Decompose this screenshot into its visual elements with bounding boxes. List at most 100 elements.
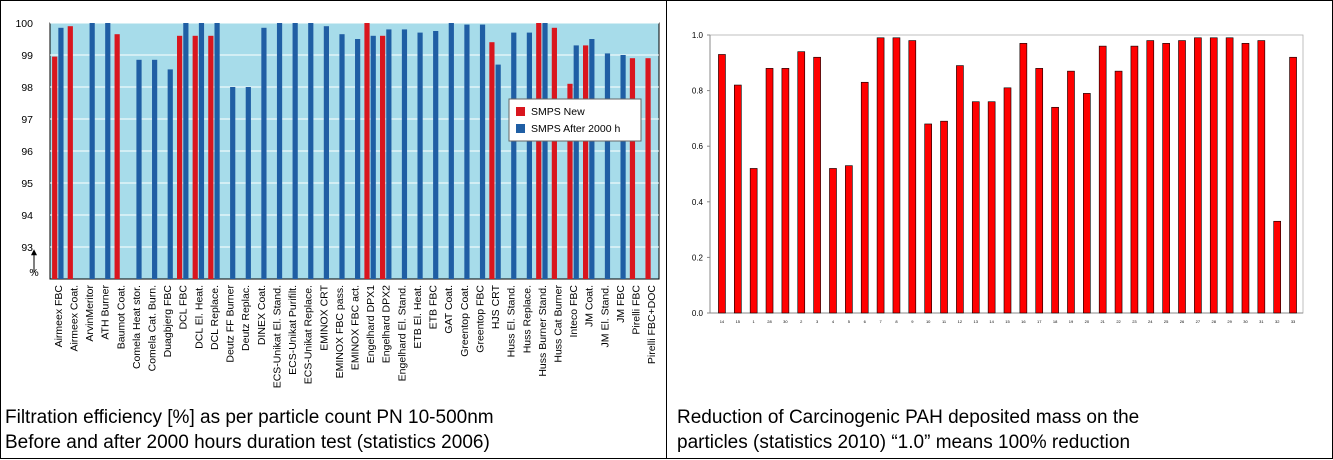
x-tick-label: Engelhard DPX2 <box>381 285 393 363</box>
bar <box>192 35 198 279</box>
x-tick-label: 30 <box>783 319 788 324</box>
bar <box>136 59 142 279</box>
bar <box>433 31 439 279</box>
bar <box>214 23 220 279</box>
y-tick-label: 0.4 <box>692 198 704 207</box>
x-tick-label: Inteco FBC <box>568 285 580 338</box>
bar <box>276 23 283 279</box>
x-tick-label: HJS CRT <box>490 284 502 329</box>
bar <box>177 35 183 279</box>
x-tick-label: 6 <box>864 319 867 324</box>
bar <box>152 59 158 279</box>
x-tick-label: JM El. Stand. <box>599 285 611 347</box>
x-tick-label: DCL Replace. <box>209 285 221 350</box>
x-tick-label: Huss Cat Burner <box>553 285 565 363</box>
bar <box>567 83 573 279</box>
bar <box>495 64 501 279</box>
bar <box>718 54 726 314</box>
bar <box>797 51 806 314</box>
bar <box>620 55 626 279</box>
bar <box>924 123 932 314</box>
x-tick-label: 22 <box>1116 319 1121 324</box>
x-tick-label: 23 <box>1132 319 1137 324</box>
bar <box>526 32 532 279</box>
x-tick-label: Pirelli FBC+DOC <box>646 285 658 364</box>
x-tick-label: Deutz Replac. <box>240 285 252 351</box>
x-tick-label: Baumot Coat. <box>115 285 127 349</box>
left-panel: 93 94 95 96 97 98 99 100% Airmeex FBC Airmeex Coa… <box>0 0 667 459</box>
x-tick-label: EMINOX FBC act. <box>350 285 362 370</box>
bar <box>380 35 386 279</box>
bar <box>749 168 758 314</box>
x-tick-label: 30 <box>1243 319 1248 324</box>
legend-swatch <box>516 107 525 116</box>
bar <box>89 23 95 279</box>
bar <box>542 23 548 279</box>
bar <box>908 40 917 314</box>
bar <box>733 84 742 314</box>
bar <box>245 87 251 279</box>
x-tick-label: 24 <box>1148 319 1153 324</box>
x-tick-label: 2 <box>800 319 803 324</box>
y-tick-label: 95 <box>21 178 33 190</box>
left-caption-line2: Before and after 2000 hours duration tes… <box>5 432 490 453</box>
x-tick-label: ECS-Unikat Purifilt. <box>287 285 299 375</box>
bar <box>536 23 542 279</box>
x-tick-label: Greentop Coat. <box>459 285 471 357</box>
x-tick-label: Comela Heat stor. <box>131 285 143 369</box>
bar <box>208 35 214 279</box>
y-tick-label: 1.0 <box>692 31 704 40</box>
bar <box>1178 40 1186 314</box>
x-tick-label: Huss Burner Stand. <box>537 285 549 377</box>
x-tick-label: EMINOX CRT <box>318 284 330 350</box>
legend-label: SMPS New <box>531 106 585 118</box>
bar <box>261 27 267 279</box>
y-tick-label: 100 <box>15 18 33 30</box>
x-tick-label: 13 <box>974 319 979 324</box>
left-caption-line1: Filtration efficiency [%] as per particl… <box>5 407 494 428</box>
bar <box>1225 37 1234 314</box>
bar <box>1035 68 1044 314</box>
x-tick-label: 19 <box>1069 319 1074 324</box>
x-tick-label: 16 <box>1021 319 1026 324</box>
bar <box>1130 45 1139 314</box>
filtration-efficiency-chart: 93 94 95 96 97 98 99 100% Airmeex FBC Airmeex Coa… <box>15 18 660 388</box>
bar <box>323 26 329 280</box>
y-tick-label: 0.6 <box>692 142 704 151</box>
x-tick-label: 26 <box>1180 319 1185 324</box>
bar <box>971 101 980 314</box>
bar <box>511 32 517 279</box>
y-axis-label: % <box>29 267 38 279</box>
bar <box>1003 87 1012 314</box>
bar <box>1146 40 1155 314</box>
bar <box>386 29 392 280</box>
x-tick-label: JM Coat. <box>584 285 596 327</box>
bar <box>292 23 298 279</box>
bar <box>1051 106 1059 314</box>
x-tick-label: 3 <box>816 319 819 324</box>
bar <box>1273 220 1282 314</box>
x-tick-label: 17 <box>1037 319 1042 324</box>
bar <box>1194 37 1202 314</box>
x-tick-label: 8 <box>895 319 898 324</box>
x-tick-label: DCL FBC <box>178 285 190 330</box>
x-tick-label: ATH Burner <box>100 284 112 339</box>
bar <box>629 58 636 280</box>
y-tick-label: 98 <box>21 82 33 94</box>
right-panel: 0.0 0.2 0.4 0.6 0.8 1.0 14 15 1 28 30 2 3 4 5 6 7 8 9 10 11 1… <box>666 0 1333 459</box>
x-tick-label: 15 <box>1005 319 1010 324</box>
legend-swatch <box>516 124 525 133</box>
x-tick-label: Huss El. Stand. <box>506 285 518 357</box>
x-tick-label: 12 <box>958 319 963 324</box>
bar <box>67 26 73 280</box>
x-tick-label: 33 <box>1291 319 1296 324</box>
bar <box>448 23 454 279</box>
right-caption-line1: Reduction of Carcinogenic PAH deposited … <box>677 407 1140 428</box>
x-tick-label: 28 <box>1212 319 1217 324</box>
x-tick-label: 18 <box>1053 319 1058 324</box>
bar <box>876 37 885 314</box>
bar <box>860 81 869 314</box>
bar <box>464 24 470 279</box>
bar <box>114 34 120 280</box>
y-tick-label: 0.0 <box>692 309 704 318</box>
